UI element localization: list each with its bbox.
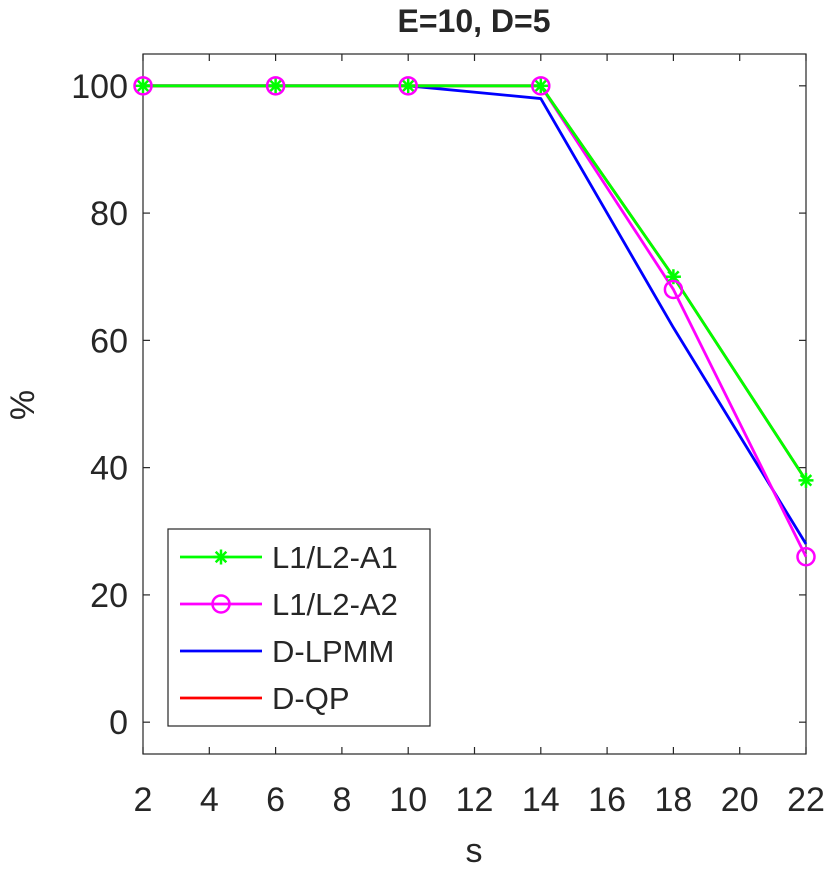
x-tick-label: 18 [654, 781, 692, 819]
data-point-l1-l2-a1 [533, 78, 549, 94]
y-axis-label: % [4, 390, 42, 420]
x-axis-label: s [466, 832, 483, 870]
y-tick-label: 0 [109, 704, 128, 742]
data-point-l1-l2-a2 [663, 279, 684, 300]
series-lines [143, 84, 808, 558]
series-line-l1-l2-a1 [143, 84, 808, 482]
asterisk-stroke [269, 79, 282, 93]
x-tick-label: 10 [389, 781, 427, 819]
x-tick-label: 14 [522, 781, 560, 819]
legend: L1/L2-A1 L1/L2-A2 D-LPMM D-QP [167, 528, 431, 727]
x-tick-label: 12 [456, 781, 494, 819]
legend-label-l1-l2-a1: L1/L2-A1 [272, 540, 398, 575]
y-tick-label: 60 [90, 322, 128, 360]
series-markers [133, 76, 816, 567]
data-point-l1-l2-a2 [531, 76, 551, 96]
x-tick-label: 8 [332, 781, 351, 819]
y-tick-label: 80 [90, 195, 128, 233]
x-tick-label: 4 [200, 781, 219, 819]
data-point-l1-l2-a2 [796, 546, 816, 567]
legend-label-l1-l2-a2: L1/L2-A2 [272, 587, 398, 622]
legend-marker-l1-l2-a1 [213, 549, 229, 565]
x-tick-label: 16 [588, 781, 626, 819]
x-tick-label: 20 [721, 781, 759, 819]
y-tick-label: 40 [90, 450, 128, 488]
asterisk-stroke [534, 79, 547, 93]
asterisk-stroke [667, 270, 680, 283]
y-tick-label: 20 [90, 577, 128, 615]
asterisk-stroke [214, 550, 228, 564]
data-point-l1-l2-a2 [133, 76, 153, 96]
x-tick-label: 6 [266, 781, 285, 819]
y-tick-label: 100 [71, 68, 128, 106]
data-point-l1-l2-a1 [400, 78, 416, 94]
legend-label-d-lpmm: D-LPMM [272, 634, 394, 669]
legend-marker-l1-l2-a2 [211, 594, 231, 614]
x-tick-label: 22 [787, 781, 825, 819]
data-point-l1-l2-a1 [798, 472, 814, 488]
legend-box [167, 528, 431, 727]
data-point-l1-l2-a2 [265, 76, 286, 96]
asterisk-stroke [799, 474, 813, 487]
data-point-l1-l2-a1 [135, 78, 151, 94]
x-axis-ticks: 2 4 6 8 10 12 14 16 18 20 22 [134, 54, 825, 819]
asterisk-stroke [136, 79, 150, 93]
data-point-l1-l2-a2 [398, 76, 418, 96]
legend-label-d-qp: D-QP [272, 681, 350, 716]
data-point-l1-l2-a1 [268, 78, 284, 94]
x-tick-label: 2 [134, 781, 153, 819]
y-axis-ticks: 0 20 40 60 80 100 [71, 68, 806, 742]
asterisk-stroke [402, 79, 415, 93]
chart-title: E=10, D=5 [398, 3, 551, 39]
